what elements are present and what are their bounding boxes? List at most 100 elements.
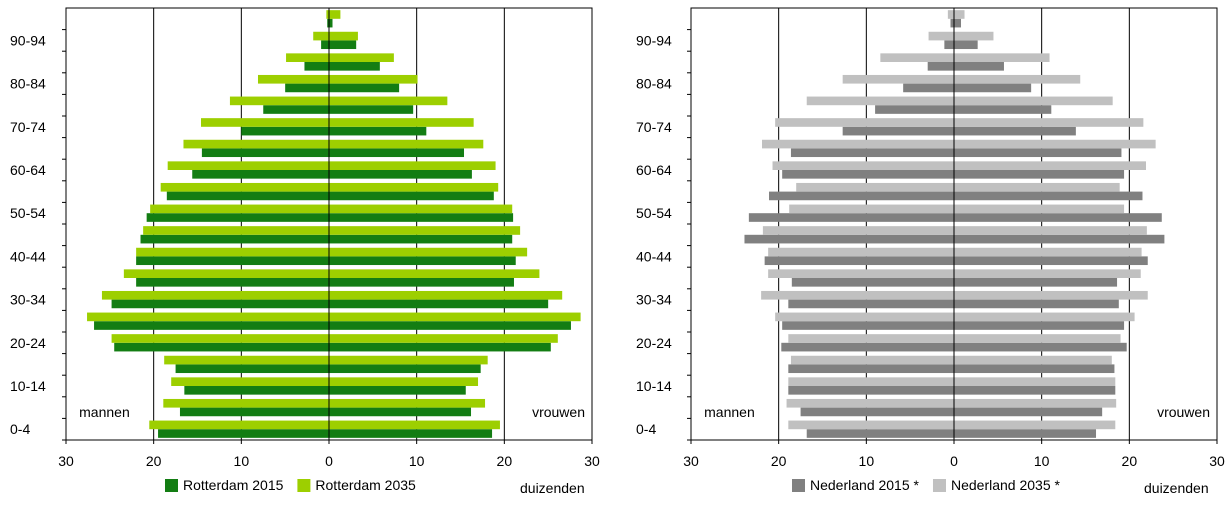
- nederland-y-tick-label: 0-4: [636, 421, 656, 437]
- nederland-bar-s1-men: [842, 126, 954, 136]
- nederland-bar-s1-men: [744, 234, 954, 244]
- rotterdam-bar-s2-women: [329, 420, 500, 430]
- nederland-bar-s2-women: [954, 334, 1121, 343]
- rotterdam-left-label: mannen: [79, 404, 130, 420]
- rotterdam-bar-s2-women: [329, 204, 513, 214]
- nederland-bar-s2-men: [768, 247, 954, 257]
- rotterdam-bar-s1-men: [94, 321, 329, 330]
- nederland-bar-s2-men: [788, 334, 954, 343]
- nederland-bar-s2-women: [954, 53, 1050, 62]
- rotterdam-bar-s2-women: [329, 377, 479, 386]
- rotterdam-y-tick-label: 0-4: [10, 421, 30, 437]
- nederland-bar-s2-women: [954, 420, 1116, 430]
- rotterdam-y-tick-label: 60-64: [10, 162, 46, 178]
- nederland-bar-s1-women: [954, 321, 1125, 330]
- nederland-bar-s1-men: [791, 278, 954, 287]
- rotterdam-y-tick-label: 90-94: [10, 32, 46, 48]
- nederland-y-tick-label: 90-94: [636, 32, 672, 48]
- rotterdam-bar-s1-women: [329, 170, 472, 179]
- rotterdam-bar-s2-women: [329, 74, 418, 84]
- nederland-x-axis-label: duizenden: [1144, 480, 1209, 496]
- rotterdam-bar-s2-women: [329, 334, 558, 343]
- nederland-bar-s2-men: [947, 10, 954, 19]
- rotterdam-bar-s1-men: [158, 429, 329, 438]
- rotterdam-bar-s1-men: [263, 105, 329, 114]
- rotterdam-x-axis-label: duizenden: [520, 480, 585, 496]
- nederland-y-tick-label: 50-54: [636, 205, 672, 221]
- rotterdam-bar-s2-men: [143, 226, 329, 235]
- rotterdam-bar-s1-men: [304, 62, 329, 71]
- rotterdam-bar-s1-women: [329, 62, 380, 71]
- nederland-bar-s1-women: [954, 148, 1122, 158]
- rotterdam-bar-s1-men: [201, 148, 329, 158]
- nederland-bar-s2-men: [790, 355, 954, 365]
- nederland-x-tick-label: 20: [1122, 453, 1138, 469]
- rotterdam-bar-s2-women: [329, 290, 563, 300]
- rotterdam-bar-s2-women: [329, 355, 488, 365]
- rotterdam-bar-s2-men: [149, 420, 329, 430]
- pyramid-chart-nederland: 0-4 10-14 20-24 30-34 40-44 50-54 60-64 70-74 80…: [636, 7, 1225, 496]
- nederland-bar-s2-men: [880, 53, 954, 62]
- nederland-bar-s1-men: [790, 148, 954, 158]
- nederland-bar-s2-women: [954, 312, 1135, 322]
- rotterdam-y-tick-label: 70-74: [10, 119, 46, 135]
- nederland-bar-s1-women: [954, 429, 1097, 438]
- pyramid-chart-rotterdam: 0-4 10-14 20-24 30-34 40-44 50-54 60-64 70-74 80…: [10, 7, 600, 496]
- rotterdam-x-tick-label: 30: [584, 453, 600, 469]
- nederland-legend-label: Nederland 2035 *: [951, 477, 1061, 493]
- nederland-bar-s1-women: [954, 386, 1116, 395]
- nederland-bar-s2-men: [772, 161, 954, 170]
- nederland-bar-s2-women: [954, 74, 1081, 84]
- rotterdam-bar-s1-women: [329, 83, 400, 93]
- rotterdam-bar-s2-men: [101, 290, 330, 300]
- nederland-x-tick-label: 0: [950, 453, 958, 469]
- nederland-bar-s2-men: [789, 204, 954, 214]
- nederland-bar-s2-women: [954, 161, 1146, 170]
- nederland-x-tick-label: 30: [683, 453, 699, 469]
- nederland-y-tick-label: 80-84: [636, 76, 672, 92]
- rotterdam-bar-s1-men: [327, 18, 329, 28]
- rotterdam-bar-s2-men: [171, 377, 329, 386]
- nederland-bar-s2-women: [954, 31, 994, 41]
- nederland-bar-s1-women: [954, 407, 1103, 417]
- nederland-bar-s2-men: [806, 96, 954, 106]
- rotterdam-bar-s2-men: [286, 53, 329, 62]
- nederland-bar-s2-women: [954, 247, 1142, 257]
- rotterdam-bar-s2-women: [329, 10, 341, 19]
- nederland-left-label: mannen: [704, 404, 755, 420]
- nederland-bar-s2-men: [775, 312, 954, 322]
- nederland-legend-swatch: [792, 479, 805, 492]
- nederland-bar-s2-women: [954, 118, 1144, 127]
- nederland-x-tick-label: 20: [771, 453, 787, 469]
- nederland-y-tick-label: 30-34: [636, 292, 672, 308]
- nederland-y-tick-label: 60-64: [636, 162, 672, 178]
- nederland-bar-s1-men: [788, 386, 954, 395]
- rotterdam-bar-s1-women: [329, 105, 414, 114]
- nederland-bar-s2-women: [954, 10, 965, 19]
- rotterdam-y-tick-label: 20-24: [10, 335, 46, 351]
- rotterdam-bar-s1-men: [184, 386, 329, 395]
- rotterdam-bar-s1-women: [329, 256, 516, 266]
- rotterdam-bar-s2-women: [329, 31, 358, 41]
- nederland-bar-s1-men: [748, 213, 954, 222]
- rotterdam-bar-s1-women: [329, 40, 357, 50]
- nederland-bar-s1-women: [954, 342, 1127, 352]
- rotterdam-bar-s2-women: [329, 247, 528, 257]
- rotterdam-bar-s1-men: [241, 126, 329, 136]
- nederland-bar-s2-men: [786, 398, 954, 408]
- rotterdam-bar-s2-men: [164, 355, 329, 365]
- rotterdam-bar-s1-women: [329, 278, 514, 287]
- nederland-bar-s1-women: [954, 62, 1004, 71]
- nederland-bar-s1-men: [806, 429, 954, 438]
- nederland-bar-s1-men: [903, 83, 954, 93]
- rotterdam-bar-s1-men: [321, 40, 329, 50]
- nederland-bar-s2-men: [842, 74, 954, 84]
- rotterdam-bar-s2-men: [136, 247, 329, 257]
- rotterdam-bar-s1-men: [192, 170, 329, 179]
- nederland-bar-s2-men: [768, 269, 954, 278]
- nederland-legend-label: Nederland 2015 *: [810, 477, 920, 493]
- nederland-x-tick-label: 30: [1209, 453, 1225, 469]
- nederland-bar-s1-men: [927, 62, 954, 71]
- nederland-bar-s1-men: [788, 364, 954, 374]
